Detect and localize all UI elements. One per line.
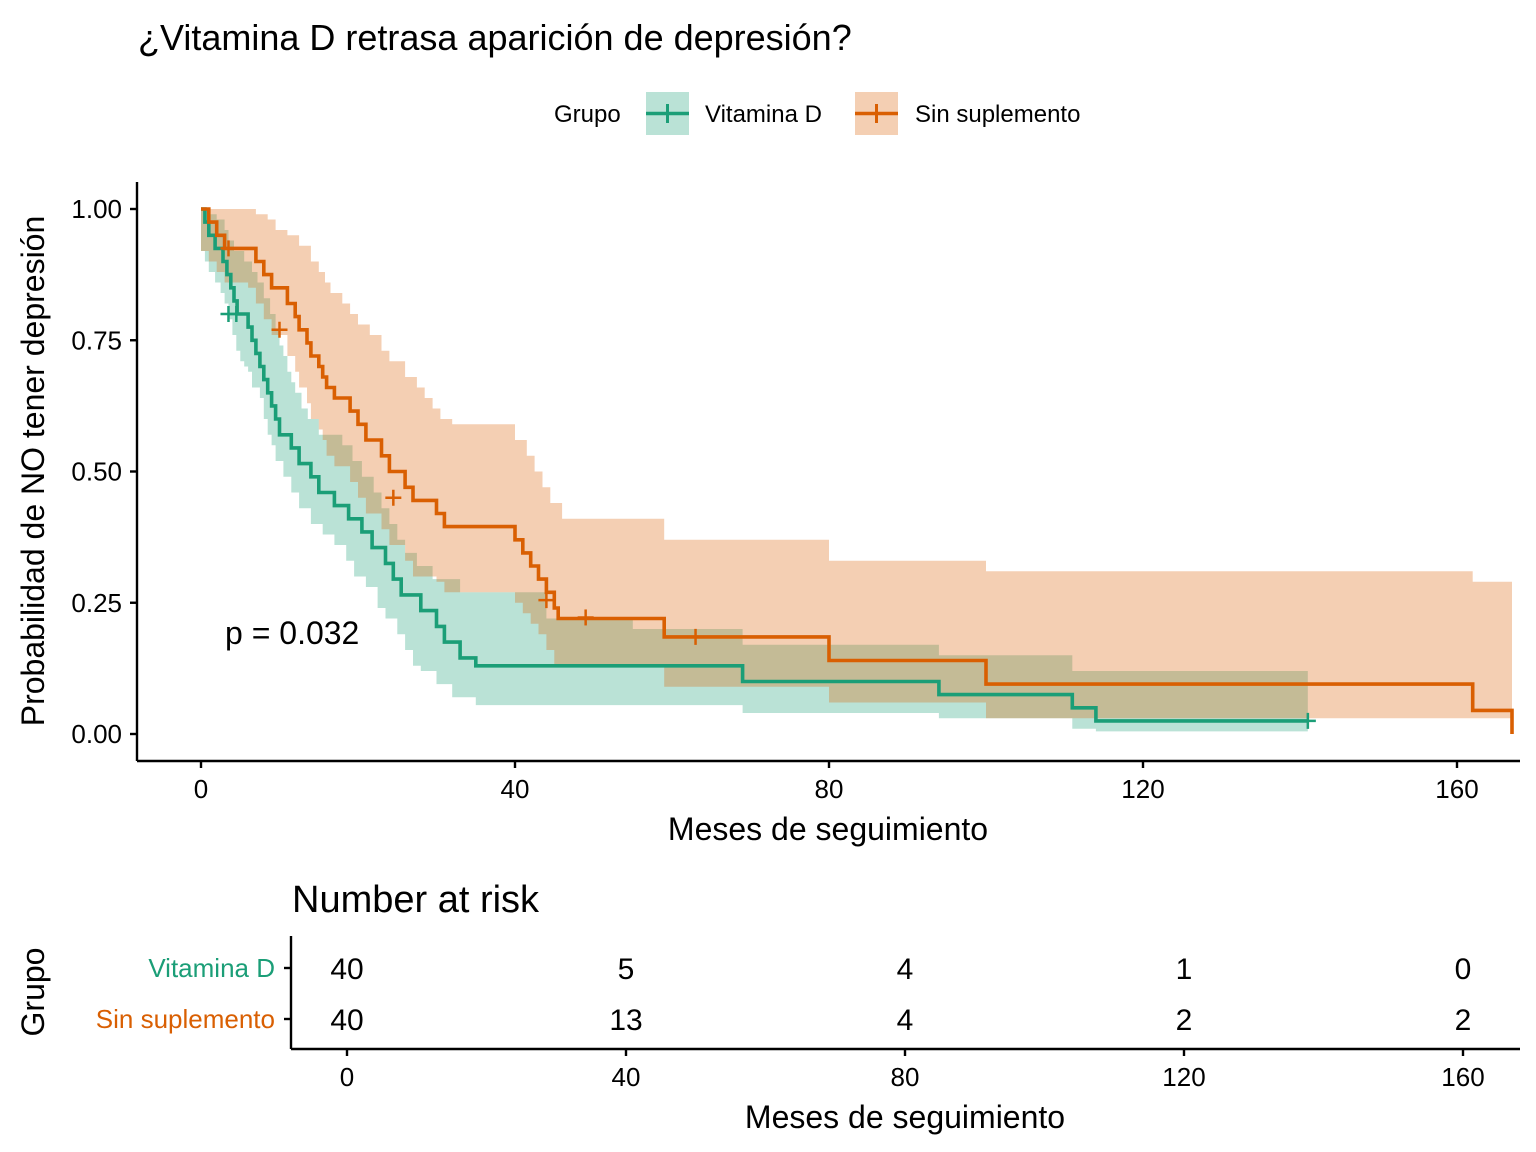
y-ticks: 0.00 0.25 0.50 0.75 1.00: [71, 194, 137, 749]
risk-count-vitamina-d: 0: [1455, 953, 1472, 986]
risk-count-sin-suplemento: 2: [1176, 1004, 1193, 1037]
risk-count-sin-suplemento: 4: [897, 1004, 914, 1037]
y-tick-label: 0.50: [71, 457, 122, 487]
x-tick-label: 80: [815, 774, 844, 804]
y-tick-label: 0.00: [71, 719, 122, 749]
y-axis-title: Probabilidad de NO tener depresión: [15, 216, 51, 727]
legend-label-vitamina-d: Vitamina D: [705, 101, 822, 128]
risk-x-axis-title: Meses de seguimiento: [745, 1099, 1065, 1135]
x-tick-label: 160: [1435, 774, 1478, 804]
risk-count-vitamina-d: 4: [897, 953, 914, 986]
x-ticks: 0 40 80 120 160: [194, 761, 1479, 804]
censor-marks: [220, 240, 1316, 729]
censor-mark-vitamina-d: [228, 306, 245, 322]
censor-mark-sin-suplemento: [271, 321, 288, 338]
p-value: p = 0.032: [225, 615, 359, 651]
risk-row-label-vitamina-d: Vitamina D: [148, 953, 275, 983]
y-tick-label: 0.25: [71, 588, 122, 618]
risk-count-sin-suplemento: 2: [1455, 1004, 1472, 1037]
risk-x-tick-label: 160: [1441, 1062, 1484, 1092]
risk-table-title: Number at risk: [292, 879, 540, 921]
legend-label-sin-suplemento: Sin suplemento: [915, 101, 1080, 128]
censor-mark-sin-suplemento: [220, 240, 237, 257]
censor-mark-sin-suplemento: [385, 489, 402, 506]
x-axis-title: Meses de seguimiento: [668, 811, 988, 847]
risk-x-tick-label: 120: [1162, 1062, 1205, 1092]
risk-count-vitamina-d: 1: [1176, 953, 1193, 986]
x-tick-label: 0: [194, 774, 208, 804]
risk-x-tick-label: 80: [891, 1062, 920, 1092]
risk-x-tick-label: 0: [340, 1062, 354, 1092]
y-tick-label: 0.75: [71, 325, 122, 355]
x-tick-label: 40: [501, 774, 530, 804]
risk-count-sin-suplemento: 40: [330, 1004, 363, 1037]
survival-curves: [201, 207, 1514, 734]
censor-mark-sin-suplemento: [577, 609, 594, 626]
censor-mark-sin-suplemento: [538, 592, 555, 609]
y-tick-label: 1.00: [71, 194, 122, 224]
legend: Grupo Vitamina D Sin suplemento: [554, 92, 1080, 135]
censor-mark-vitamina-d: [1299, 712, 1316, 729]
risk-row-label-sin-suplemento: Sin suplemento: [96, 1004, 275, 1034]
confidence-bands: [201, 209, 1512, 732]
risk-count-vitamina-d: 5: [618, 953, 635, 986]
ci-band-sin-suplemento: [201, 209, 1512, 719]
survival-curve-vitamina-d: [201, 207, 1308, 723]
risk-x-tick-label: 40: [612, 1062, 641, 1092]
x-tick-label: 120: [1121, 774, 1164, 804]
ci-band-vitamina-d: [201, 209, 1308, 732]
risk-count-vitamina-d: 40: [330, 953, 363, 986]
risk-x-ticks: 0 40 80 120 160: [340, 1049, 1485, 1092]
risk-rows: Vitamina D 40 5 4 1 0 Sin suplemento 40 13 4 2 2: [96, 953, 1472, 1037]
risk-count-sin-suplemento: 13: [609, 1004, 642, 1037]
risk-y-axis-title: Grupo: [15, 948, 51, 1037]
legend-title: Grupo: [554, 101, 621, 128]
censor-mark-sin-suplemento: [687, 628, 704, 645]
chart-title: ¿Vitamina D retrasa aparición de depresi…: [138, 17, 852, 58]
main-axes: 0.00 0.25 0.50 0.75 1.00 0 40 80 120 160: [71, 182, 1520, 804]
survival-curve-sin-suplemento: [201, 207, 1514, 734]
